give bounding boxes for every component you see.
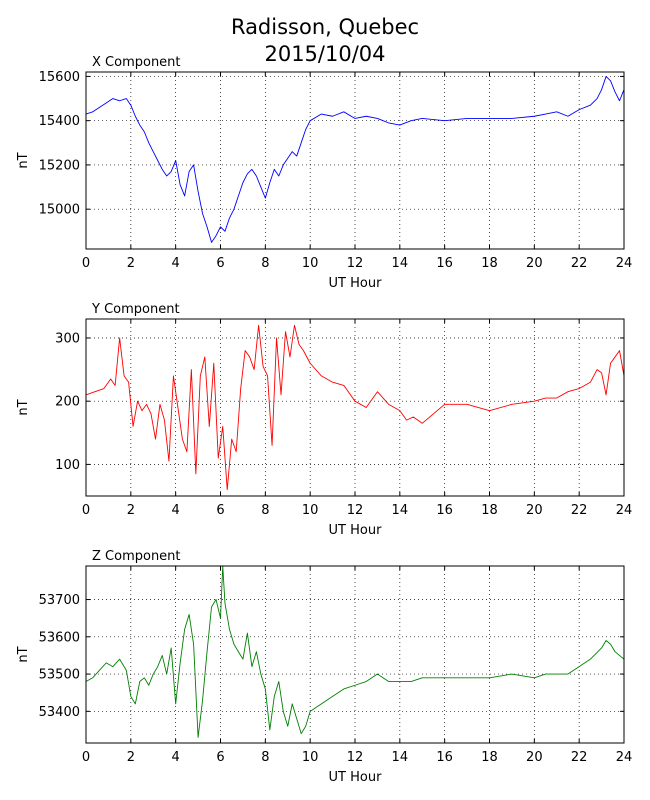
z-panel-title: Z Component [92,549,181,564]
z-x-tick-label-2: 4 [172,750,180,765]
y-x-tick-label-3: 6 [216,503,224,518]
x-x-tick-label-9: 18 [481,256,498,271]
z-x-tick-label-11: 22 [571,750,588,765]
z-y-tick-label-1: 53500 [39,668,80,683]
figure-title-line-1: Radisson, Quebec [231,15,419,39]
z-x-tick-label-0: 0 [82,750,90,765]
x-x-axis-label: UT Hour [329,276,383,291]
y-x-tick-label-5: 10 [302,503,319,518]
x-y-tick-label-2: 15400 [39,114,80,129]
z-x-tick-label-3: 6 [216,750,224,765]
x-series-line [86,75,624,243]
y-x-tick-label-8: 16 [436,503,453,518]
y-series-line [86,324,624,491]
y-x-tick-label-10: 20 [526,503,543,518]
y-y-tick-label-1: 200 [55,395,80,410]
z-y-tick-label-0: 53400 [39,705,80,720]
x-x-tick-label-2: 4 [172,256,180,271]
x-x-tick-label-1: 2 [127,256,135,271]
z-x-tick-label-1: 2 [127,750,135,765]
y-x-tick-label-7: 14 [392,503,409,518]
y-x-axis-label: UT Hour [329,523,383,538]
z-y-tick-label-3: 53700 [39,593,80,608]
z-x-tick-label-7: 14 [392,750,409,765]
x-x-tick-label-4: 8 [261,256,269,271]
y-x-tick-label-9: 18 [481,503,498,518]
x-x-tick-label-10: 20 [526,256,543,271]
x-x-tick-label-3: 6 [216,256,224,271]
z-series-line [86,566,624,738]
x-x-tick-label-6: 12 [347,256,364,271]
x-y-tick-label-3: 15600 [39,70,80,85]
y-x-tick-label-12: 24 [616,503,633,518]
z-y-axis-label: nT [16,646,31,662]
x-y-axis-label: nT [16,152,31,168]
y-x-tick-label-0: 0 [82,503,90,518]
y-x-tick-label-2: 4 [172,503,180,518]
x-x-tick-label-11: 22 [571,256,588,271]
x-y-tick-label-0: 15000 [39,203,80,218]
y-x-tick-label-4: 8 [261,503,269,518]
z-y-tick-label-2: 53600 [39,630,80,645]
x-x-tick-label-7: 14 [392,256,409,271]
y-y-axis-label: nT [16,399,31,415]
z-x-axis-label: UT Hour [329,770,383,785]
z-x-tick-label-12: 24 [616,750,633,765]
y-x-tick-label-1: 2 [127,503,135,518]
y-x-tick-label-6: 12 [347,503,364,518]
x-x-tick-label-0: 0 [82,256,90,271]
y-panel-title: Y Component [91,302,180,317]
y-y-tick-label-0: 100 [55,458,80,473]
figure-title-line-2: 2015/10/04 [264,42,385,66]
x-x-tick-label-5: 10 [302,256,319,271]
z-x-tick-label-4: 8 [261,750,269,765]
z-x-tick-label-9: 18 [481,750,498,765]
y-x-tick-label-11: 22 [571,503,588,518]
z-x-tick-label-5: 10 [302,750,319,765]
x-y-tick-label-1: 15200 [39,158,80,173]
z-x-tick-label-6: 12 [347,750,364,765]
y-y-tick-label-2: 300 [55,331,80,346]
x-x-tick-label-8: 16 [436,256,453,271]
z-x-tick-label-10: 20 [526,750,543,765]
z-x-tick-label-8: 16 [436,750,453,765]
x-x-tick-label-12: 24 [616,256,633,271]
x-panel-title: X Component [92,55,181,70]
